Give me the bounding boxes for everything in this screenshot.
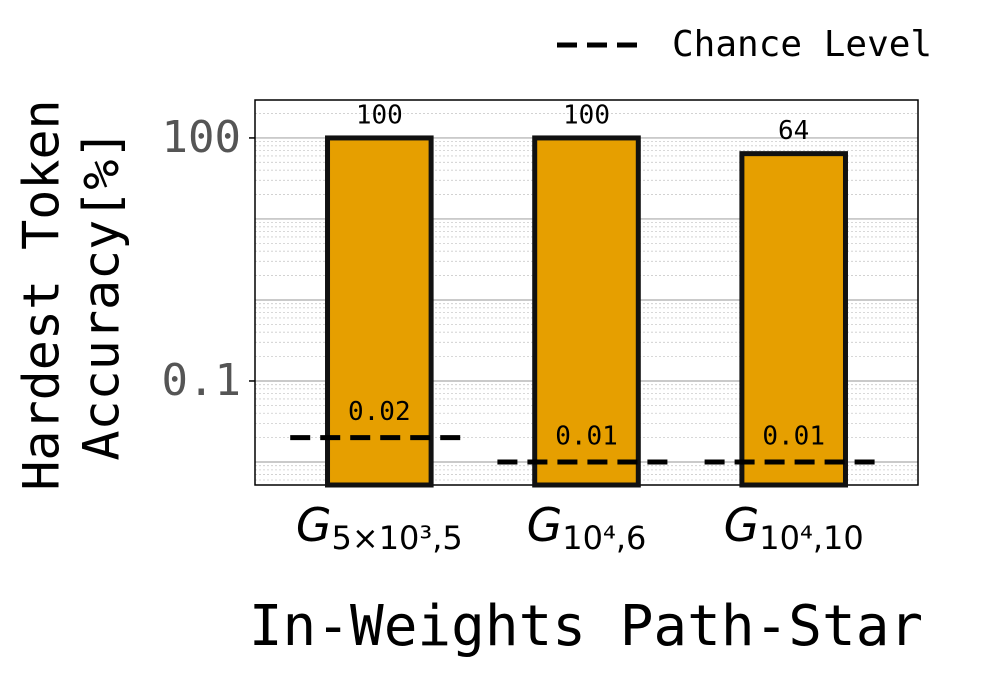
y-tick-label: 100 — [162, 112, 241, 163]
y-axis-label: Accuracy[%] — [73, 129, 131, 460]
y-axis-label: Hardest Token — [13, 99, 71, 490]
x-tick-label: G10⁴,6 — [527, 498, 647, 558]
bar-value-label: 100 — [356, 100, 403, 130]
bar — [739, 151, 848, 488]
x-axis-label: In-Weights Path-Star — [249, 594, 923, 659]
chance-value-label: 0.02 — [348, 397, 411, 427]
category-sub: 5×10³,5 — [332, 519, 463, 557]
bar-value-label: 64 — [778, 116, 809, 146]
category-main: G — [296, 498, 332, 552]
y-tick-label: 0.1 — [162, 355, 241, 406]
category-sub: 10⁴,6 — [562, 519, 646, 557]
bar-value-label: 100 — [563, 100, 610, 130]
legend-label: Chance Level — [672, 24, 932, 65]
category-main: G — [724, 498, 760, 552]
chance-value-label: 0.01 — [555, 421, 618, 451]
x-tick-label: G5×10³,5 — [296, 498, 463, 558]
category-sub: 10⁴,10 — [759, 519, 863, 557]
bar — [325, 135, 434, 488]
x-tick-label: G10⁴,10 — [724, 498, 864, 558]
chance-value-label: 0.01 — [762, 421, 825, 451]
category-main: G — [527, 498, 563, 552]
bar — [532, 135, 641, 488]
